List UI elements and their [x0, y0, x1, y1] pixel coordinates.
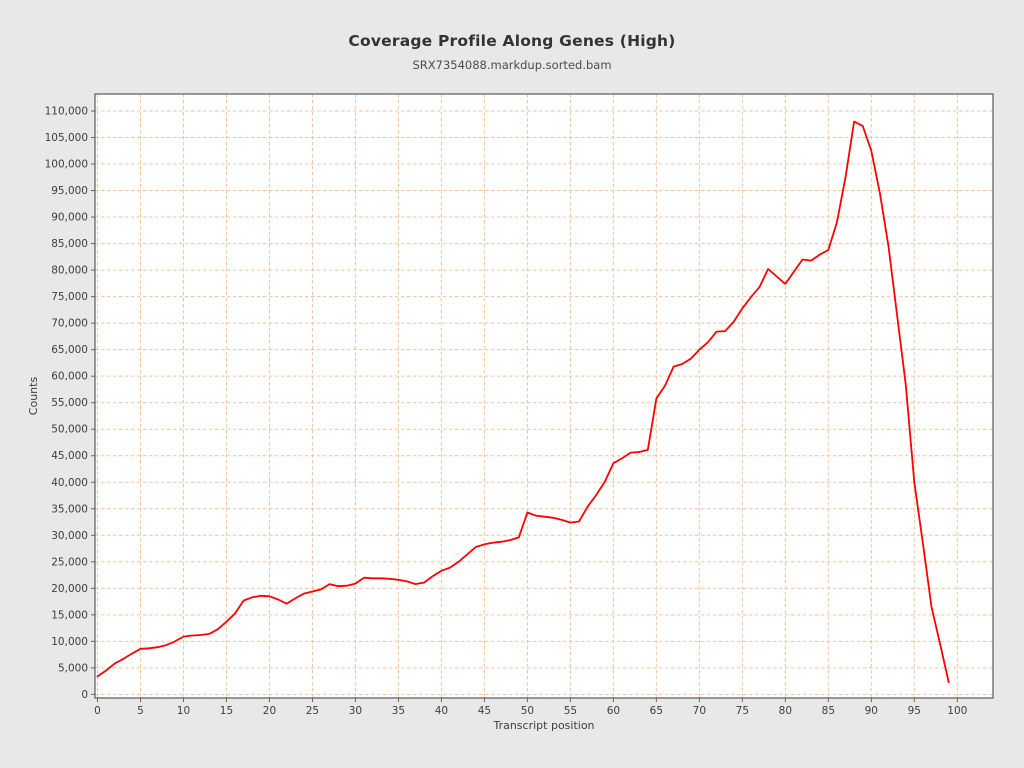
x-tick-label: 90	[865, 705, 878, 717]
x-tick-label: 0	[94, 705, 101, 717]
x-tick-label: 35	[392, 705, 405, 717]
y-tick-label: 0	[81, 689, 88, 701]
y-tick-label: 30,000	[51, 530, 88, 542]
y-tick-labels: 0 5,000 10,000 15,000 20,000 25,000 30,000 35,0…	[45, 106, 88, 701]
grid-lines	[95, 94, 993, 698]
y-tick-label: 50,000	[51, 424, 88, 436]
x-axis-label: Transcript position	[492, 719, 594, 732]
x-tick-label: 95	[908, 705, 921, 717]
x-tick-label: 65	[650, 705, 663, 717]
x-tick-label: 60	[607, 705, 620, 717]
y-tick-label: 75,000	[51, 291, 88, 303]
plot-frame	[94, 93, 994, 699]
x-tick-label: 45	[478, 705, 491, 717]
y-tick-label: 105,000	[45, 132, 88, 144]
x-tick-label: 30	[349, 705, 362, 717]
y-tick-label: 25,000	[51, 556, 88, 568]
x-tick-label: 20	[263, 705, 276, 717]
y-tick-label: 55,000	[51, 397, 88, 409]
x-tick-label: 15	[220, 705, 233, 717]
x-tick-labels: 0 5 10 15 20 25 30 35 40 45 50 55 60 65 70 75 80 85 90 95 10…	[94, 705, 967, 717]
plot-area	[95, 94, 993, 698]
y-tick-label: 20,000	[51, 583, 88, 595]
y-tick-label: 85,000	[51, 238, 88, 250]
x-tick-label: 25	[306, 705, 319, 717]
y-tick-label: 5,000	[58, 662, 88, 674]
x-tick-label: 85	[822, 705, 835, 717]
coverage-line-series	[96, 120, 950, 684]
x-tick-label: 70	[693, 705, 706, 717]
x-tick-label: 5	[137, 705, 144, 717]
axis-ticks	[91, 110, 958, 702]
y-tick-label: 70,000	[51, 318, 88, 330]
y-tick-label: 65,000	[51, 344, 88, 356]
y-axis-label: Counts	[27, 377, 40, 416]
y-tick-label: 10,000	[51, 636, 88, 648]
y-tick-label: 90,000	[51, 212, 88, 224]
x-tick-label: 40	[435, 705, 448, 717]
chart-subtitle: SRX7354088.markdup.sorted.bam	[412, 58, 612, 72]
y-tick-label: 35,000	[51, 503, 88, 515]
x-tick-label: 50	[521, 705, 534, 717]
y-tick-label: 100,000	[45, 159, 88, 171]
x-tick-label: 75	[736, 705, 749, 717]
y-tick-label: 60,000	[51, 371, 88, 383]
y-tick-label: 40,000	[51, 477, 88, 489]
x-tick-label: 10	[177, 705, 190, 717]
y-tick-label: 80,000	[51, 265, 88, 277]
y-tick-label: 110,000	[45, 106, 88, 118]
y-tick-label: 15,000	[51, 609, 88, 621]
y-tick-label: 45,000	[51, 450, 88, 462]
chart-title: Coverage Profile Along Genes (High)	[348, 32, 676, 50]
x-tick-label: 55	[564, 705, 577, 717]
x-tick-label: 100	[947, 705, 967, 717]
y-tick-label: 95,000	[51, 185, 88, 197]
x-tick-label: 80	[779, 705, 792, 717]
